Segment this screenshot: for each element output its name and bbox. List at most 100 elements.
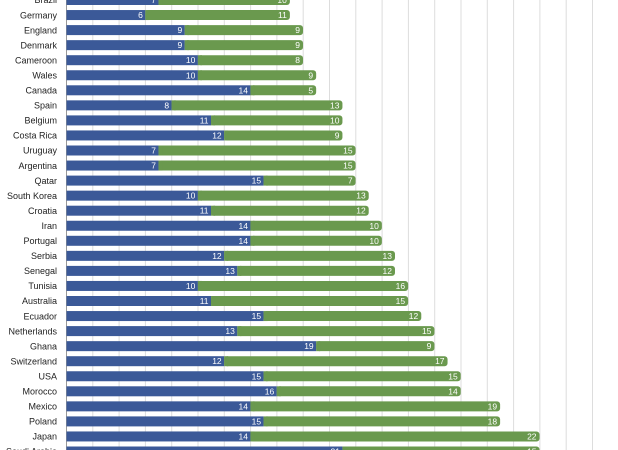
bar-segment-series2 bbox=[158, 145, 356, 156]
value-label-series2: 12 bbox=[383, 266, 393, 276]
value-label-series2: 15 bbox=[343, 146, 353, 156]
category-label: Germany bbox=[20, 10, 58, 20]
bar-segment-series1 bbox=[66, 40, 185, 51]
category-label: Uruguay bbox=[23, 146, 58, 156]
value-label-series2: 7 bbox=[348, 176, 353, 186]
bar-segment-series2-join bbox=[211, 205, 216, 216]
bar-segment-series2-join bbox=[224, 250, 229, 261]
value-label-series2: 12 bbox=[356, 206, 366, 216]
bar-segment-series2-join bbox=[158, 145, 163, 156]
bar-segment-series1 bbox=[66, 85, 251, 96]
value-label-series1: 11 bbox=[200, 115, 209, 125]
bar-segment-series2 bbox=[224, 130, 343, 141]
value-label-series1: 11 bbox=[200, 296, 209, 306]
category-label: Saudi Arabia bbox=[6, 447, 57, 450]
category-label: Belgium bbox=[24, 116, 57, 126]
value-label-series1: 19 bbox=[304, 341, 314, 351]
bar-segment-series1 bbox=[66, 280, 198, 291]
bar-segment-series2-join bbox=[197, 280, 202, 291]
value-label-series1: 15 bbox=[252, 176, 262, 186]
bar-segment-series2-join bbox=[250, 431, 255, 442]
bar-segment-series2-join bbox=[237, 265, 242, 276]
category-label: Portugal bbox=[23, 236, 57, 246]
bar-segment-series1 bbox=[66, 220, 251, 231]
value-label-series1: 11 bbox=[200, 206, 209, 216]
value-label-series1: 15 bbox=[252, 416, 262, 426]
bar-segment-series2 bbox=[197, 55, 304, 66]
bar-segment-series2 bbox=[237, 326, 435, 337]
bar-segment-series2-join bbox=[250, 401, 255, 412]
category-label: Croatia bbox=[28, 206, 57, 216]
bar-segment-series1 bbox=[66, 25, 185, 36]
value-label-series1: 13 bbox=[225, 266, 235, 276]
value-label-series2: 9 bbox=[335, 130, 340, 140]
bar-segment-series1 bbox=[66, 70, 198, 81]
value-label-series1: 7 bbox=[151, 146, 156, 156]
bar-segment-series2 bbox=[250, 220, 382, 231]
bar-segment-series1 bbox=[66, 100, 172, 111]
bar-segment-series2 bbox=[276, 386, 461, 397]
bar-segment-series1 bbox=[66, 265, 238, 276]
bar-segment-series2 bbox=[224, 356, 448, 367]
bar-segment-series1 bbox=[66, 175, 264, 186]
bar-segment-series2 bbox=[342, 446, 540, 450]
bar-segment-series1 bbox=[66, 371, 264, 382]
value-label-series1: 10 bbox=[186, 55, 196, 65]
value-label-series1: 14 bbox=[238, 236, 248, 246]
bar-segment-series2 bbox=[145, 10, 290, 21]
bar-segment-series1 bbox=[66, 250, 225, 261]
bar-segment-series1 bbox=[66, 446, 343, 450]
bar-segment-series2 bbox=[237, 265, 395, 276]
bar-segment-series2-join bbox=[250, 220, 255, 231]
bar-segment-series1 bbox=[66, 55, 198, 66]
bar-segment-series2-join bbox=[171, 100, 176, 111]
bar-segment-series2 bbox=[250, 235, 382, 246]
bar-segment-series2-join bbox=[316, 341, 321, 352]
bar-segment-series2 bbox=[263, 175, 356, 186]
bars bbox=[66, 0, 540, 450]
bar-segment-series2-join bbox=[197, 190, 202, 201]
value-label-series1: 9 bbox=[178, 40, 183, 50]
value-label-series2: 12 bbox=[409, 311, 419, 321]
bar-segment-series1 bbox=[66, 115, 212, 126]
value-label-series1: 15 bbox=[252, 311, 262, 321]
category-label: USA bbox=[38, 371, 57, 381]
value-label-series2: 9 bbox=[295, 40, 300, 50]
value-label-series2: 10 bbox=[369, 221, 379, 231]
bar-segment-series2-join bbox=[211, 296, 216, 306]
bar-segment-series2-join bbox=[197, 70, 202, 81]
bar-segment-series1 bbox=[66, 10, 146, 21]
value-label-series2: 19 bbox=[488, 401, 498, 411]
bar-segment-series1 bbox=[66, 235, 251, 246]
value-label-series1: 12 bbox=[212, 356, 222, 366]
category-labels: Brazil Germany England Denmark Cameroon Wales… bbox=[6, 0, 58, 450]
category-label: Spain bbox=[34, 101, 57, 111]
bar-segment-series1 bbox=[66, 401, 251, 412]
bar-segment-series2-join bbox=[250, 85, 255, 96]
bar-segment-series1 bbox=[66, 386, 277, 397]
bar-segment-series1 bbox=[66, 341, 317, 352]
value-label-series2: 15 bbox=[343, 161, 353, 171]
value-label-series2: 22 bbox=[527, 431, 537, 441]
bar-segment-series2 bbox=[250, 401, 501, 412]
category-label: Mexico bbox=[28, 402, 57, 412]
value-label-series2: 5 bbox=[308, 85, 313, 95]
value-label-series2: 10 bbox=[330, 115, 340, 125]
value-label-series1: 10 bbox=[186, 191, 196, 201]
bar-segment-series2-join bbox=[250, 235, 255, 246]
value-label-series2: 13 bbox=[330, 100, 340, 110]
value-label-series2: 11 bbox=[278, 10, 287, 20]
bar-segment-series2 bbox=[224, 250, 395, 261]
bar-segment-series2-join bbox=[224, 356, 229, 367]
category-label: Argentina bbox=[18, 161, 57, 171]
bar-segment-series2 bbox=[184, 25, 304, 36]
category-label: Poland bbox=[29, 417, 57, 427]
value-label-series1: 10 bbox=[186, 281, 196, 291]
bar-segment-series1 bbox=[66, 326, 238, 337]
value-label-series2: 17 bbox=[435, 356, 445, 366]
bar-segment-series1 bbox=[66, 311, 264, 322]
bar-segment-series2-join bbox=[263, 175, 268, 186]
bar-segment-series2-join bbox=[211, 115, 216, 126]
category-label: Canada bbox=[25, 86, 57, 96]
bar-segment-series1 bbox=[66, 205, 212, 216]
